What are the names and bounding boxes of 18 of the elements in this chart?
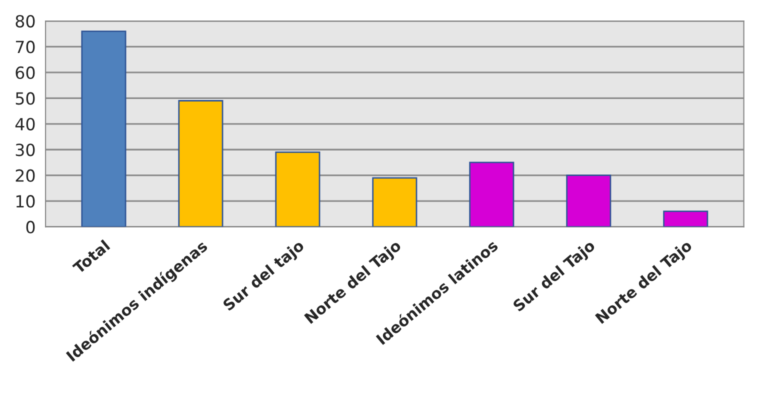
bar xyxy=(663,210,708,227)
y-tick-label: 20 xyxy=(16,169,35,182)
y-tick-label: 50 xyxy=(16,92,35,105)
bar xyxy=(178,100,224,227)
y-tick-label: 10 xyxy=(16,195,35,208)
bar xyxy=(469,162,514,227)
bar xyxy=(81,30,126,227)
y-tick-label: 40 xyxy=(15,118,35,130)
bar xyxy=(566,174,612,227)
y-tick-label: 0 xyxy=(26,220,35,234)
x-tick-label: Sur del tajo xyxy=(222,239,307,314)
y-tick-label: 60 xyxy=(16,66,35,80)
x-tick-label: Sur del Tajo xyxy=(512,239,598,314)
y-tick-label: 70 xyxy=(16,40,35,54)
y-tick-label: 80 xyxy=(16,14,35,28)
y-tick-label: 30 xyxy=(16,144,35,156)
bar xyxy=(372,177,418,227)
bar xyxy=(275,152,320,227)
